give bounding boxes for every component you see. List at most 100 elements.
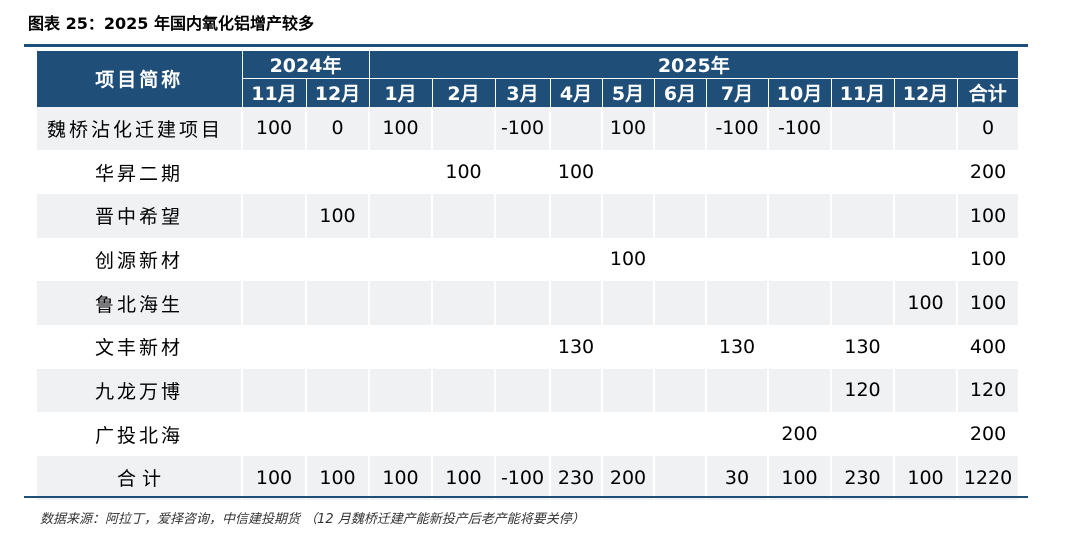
table-cell [494,193,551,238]
table-cell [494,281,551,325]
table-cell [705,368,769,413]
figure-caption: 图表 25：2025 年国内氧化铝增产较多 [28,14,314,33]
table-cell: 100 [241,106,306,151]
header-month: 12月 [305,78,370,107]
table-cell [767,281,832,325]
table-cell [601,324,655,369]
header-month: 11月 [830,78,895,107]
table-cell [368,281,433,325]
header-month: 2月 [431,78,496,107]
table-cell [893,150,958,194]
table-cell [431,368,496,413]
table-cell: 100 [601,237,655,282]
table-cell [767,324,832,369]
table-cell: 230 [830,456,895,500]
table-cell [549,193,603,238]
table-cell [653,193,707,238]
table-cell: 100 [241,456,306,500]
table-cell [368,193,433,238]
table-row: 广投北海 200 200 [37,412,1019,456]
table-cell: 100 [368,456,433,500]
table-cell: -100 [767,106,832,151]
table-cell [601,368,655,413]
table-cell [431,237,496,282]
table-cell: 100 [431,456,496,500]
table-cell [601,281,655,325]
table-cell [241,281,306,325]
table-cell [653,368,707,413]
table-cell [767,368,832,413]
header-month: 3月 [494,78,551,107]
header-month: 7月 [705,78,769,107]
table-cell [893,324,958,369]
table-cell [241,412,306,456]
table-row: 九龙万博 120 120 [37,368,1019,413]
table-cell [241,150,306,194]
header-project-name: 项目简称 [37,50,242,107]
table-cell: 100 [893,281,958,325]
table-cell: 30 [705,456,769,500]
table-cell [368,412,433,456]
header-year-2025: 2025年 [368,50,1019,79]
table-cell [304,412,370,456]
table-cell [653,237,707,282]
project-name: 晋中希望 [37,193,242,238]
table-cell [431,193,496,238]
table-cell [653,324,707,369]
total-row: 合计 100 100 100 100 -100 230 200 30 100 230 100 1220 [37,456,1019,500]
table-cell [549,106,603,151]
header-month: 12月 [893,78,958,107]
table-row: 文丰新材 130 130 130 400 [37,324,1019,369]
table-cell [368,368,433,413]
table-cell: 100 [956,193,1019,238]
table-cell: 100 [767,456,832,500]
table-cell [705,281,769,325]
table-cell [705,237,769,282]
project-name: 广投北海 [37,412,242,456]
table-cell: 200 [767,412,832,456]
table-cell [893,193,958,238]
table-cell: 100 [304,456,370,500]
table-cell [893,412,958,456]
table-cell [830,106,895,151]
project-name: 创源新材 [37,237,242,282]
table-cell: -100 [494,456,551,500]
table-cell [705,150,769,194]
table-cell [368,324,433,369]
header-month: 5月 [601,78,655,107]
project-name: 九龙万博 [37,368,242,413]
header-month: 11月 [241,78,306,107]
header-month: 4月 [549,78,603,107]
project-name: 华昇二期 [37,150,242,194]
table-cell: 100 [431,150,496,194]
header-month: 合计 [956,78,1019,107]
table-cell [893,368,958,413]
table-cell: 100 [304,193,370,238]
table-cell [494,368,551,413]
table-cell [304,150,370,194]
table-cell: 100 [893,456,958,500]
table-cell [653,281,707,325]
table-cell [549,281,603,325]
table-cell [830,193,895,238]
project-name: 魏桥沾化迁建项目 [37,106,242,151]
table-cell: 400 [956,324,1019,369]
table-cell [368,237,433,282]
table-cell: 120 [830,368,895,413]
table-cell [830,412,895,456]
table-cell [241,368,306,413]
table-cell [431,324,496,369]
table-cell [830,237,895,282]
table-cell [304,281,370,325]
project-name: 鲁北海生 [37,281,242,325]
table-cell [653,106,707,151]
table-cell [431,412,496,456]
table-cell: 0 [956,106,1019,151]
table-row: 晋中希望 100 100 [37,193,1019,238]
header-month: 6月 [653,78,707,107]
table-cell [368,150,433,194]
header-month-row: 11月 12月 1月 2月 3月 4月 5月 6月 7月 10月 11月 12月 合计 [37,78,1019,107]
header-month: 1月 [368,78,433,107]
table-cell [549,412,603,456]
capacity-table: 项目简称 2024年 2025年 11月 12月 1月 2月 3月 4月 5月 6月 7月 10月… [37,50,1019,500]
